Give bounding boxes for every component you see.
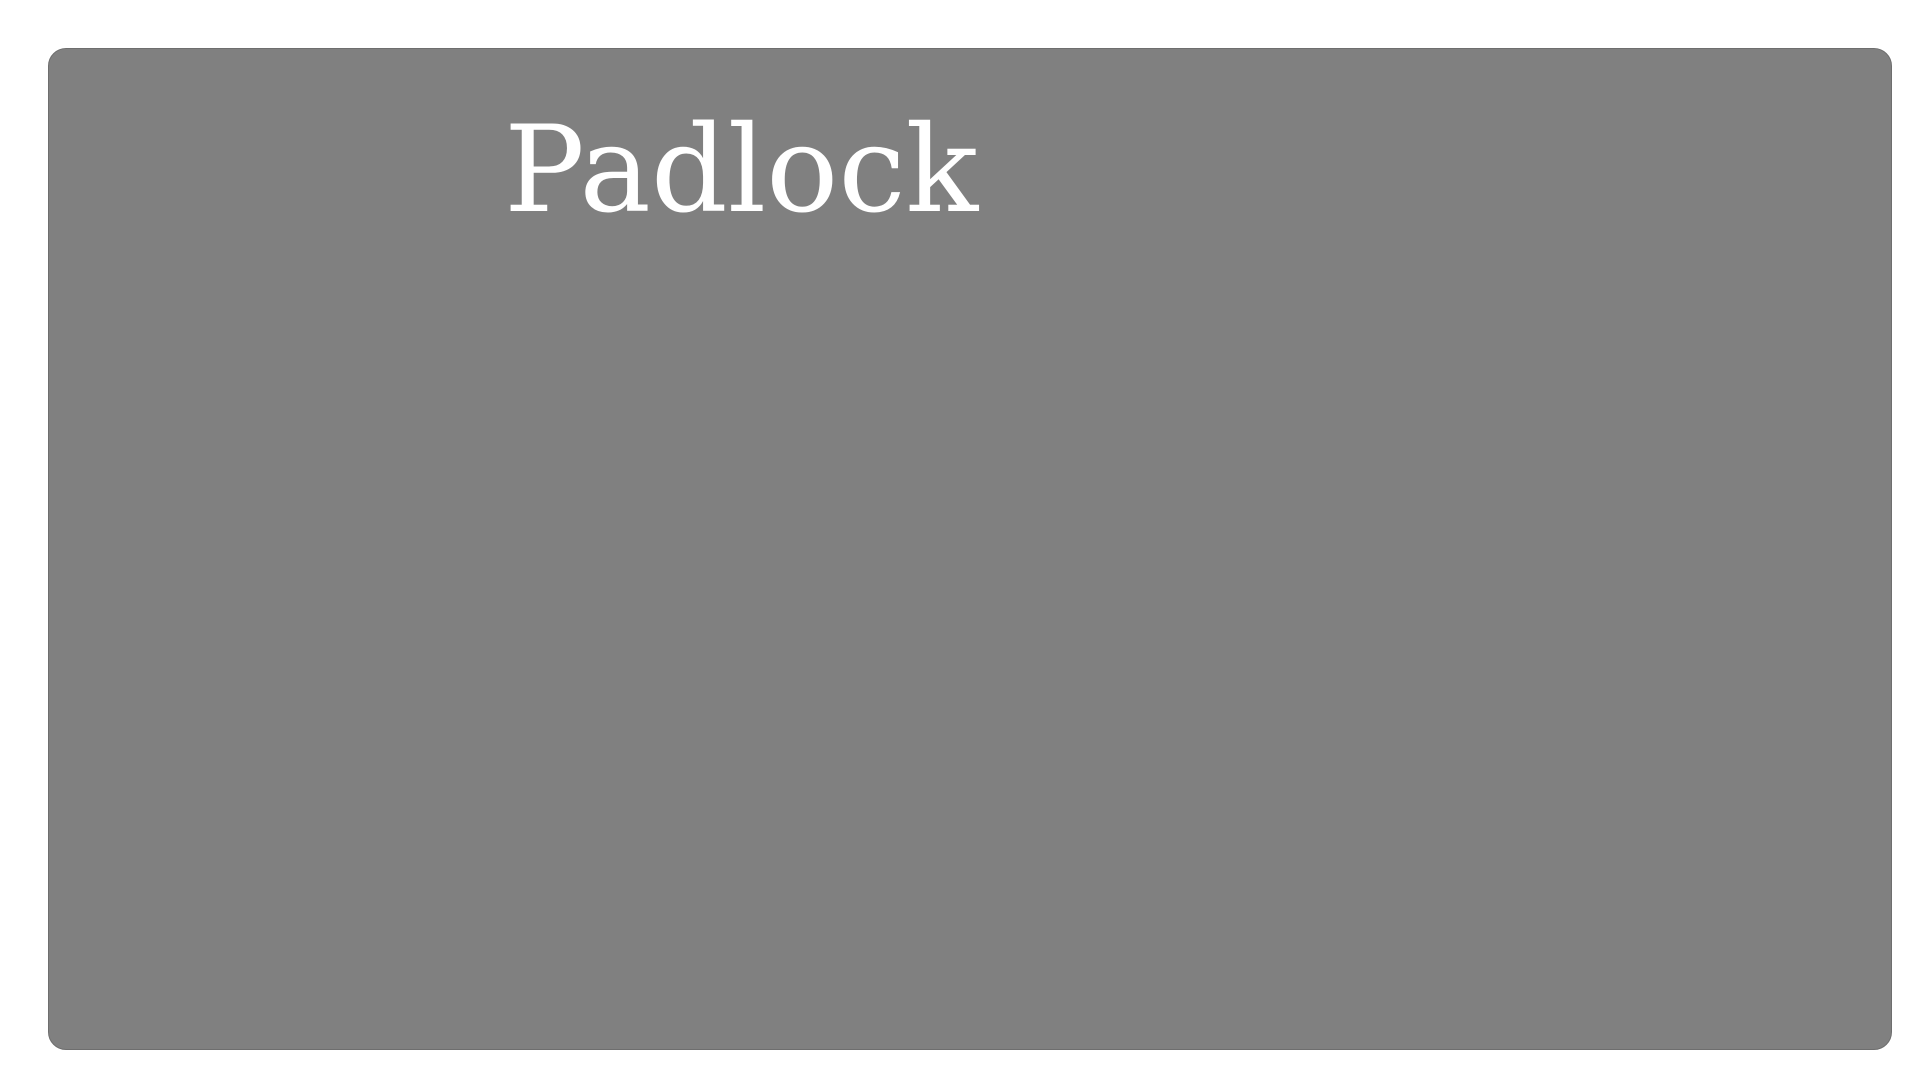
panel-title: Padlock: [504, 101, 979, 240]
main-panel: Padlock: [48, 48, 1892, 1050]
